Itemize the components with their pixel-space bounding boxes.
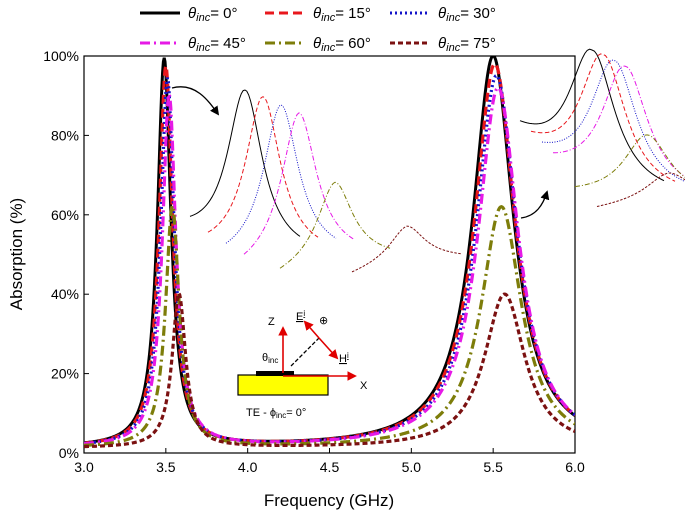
series-line-4 bbox=[84, 200, 575, 447]
y-axis-label: Absorption (%) bbox=[7, 198, 26, 310]
x-tick-label: 4.0 bbox=[238, 459, 258, 475]
legend-label-4: θinc= 60° bbox=[313, 35, 371, 54]
y-tick-label: 0% bbox=[59, 445, 79, 461]
callout-arrow-peak-1 bbox=[171, 86, 220, 116]
x-tick-label: 4.5 bbox=[320, 459, 340, 475]
legend-label-1: θinc= 15° bbox=[313, 5, 371, 24]
zoom1-series-line-1 bbox=[207, 96, 319, 238]
legend-label-2: θinc= 30° bbox=[438, 5, 496, 24]
x-tick-label: 6.0 bbox=[565, 459, 585, 475]
legend-label-0: θinc= 0° bbox=[188, 5, 237, 24]
theta-label: θinc bbox=[262, 352, 278, 365]
zoom1-series-line-4 bbox=[279, 181, 391, 269]
zoom1-series-line-3 bbox=[243, 112, 355, 255]
k-vector-arrow bbox=[318, 337, 339, 360]
zoom2-series-line-0 bbox=[519, 48, 665, 182]
zoom2-series-line-1 bbox=[530, 53, 676, 182]
e-field-arrow bbox=[303, 320, 320, 339]
x-tick-label: 3.5 bbox=[156, 459, 176, 475]
legend: θinc= 0° θinc= 15° θinc= 30° θinc= 45° θinc=… bbox=[140, 5, 496, 54]
zoom-inset-peak-2 bbox=[519, 48, 685, 208]
zoom2-series-line-5 bbox=[596, 172, 685, 208]
zoom2-series-line-3 bbox=[552, 65, 685, 178]
series-line-3 bbox=[84, 85, 575, 446]
x-tick-label: 5.5 bbox=[483, 459, 503, 475]
zoom-inset-peak-1 bbox=[189, 89, 463, 273]
cross-symbol: ⊕ bbox=[319, 315, 328, 327]
substrate-block bbox=[237, 374, 329, 396]
x-axis-ticks: 3.0 3.5 4.0 4.5 5.0 5.5 6.0 bbox=[74, 448, 585, 475]
zoom2-series-line-2 bbox=[541, 59, 685, 183]
series-line-2 bbox=[84, 73, 575, 446]
callout-arrow-peak-2 bbox=[520, 190, 550, 219]
incidence-diagram: Z X θinc Ei ⊕ Hi TE - ϕinc= 0° bbox=[237, 309, 368, 420]
y-tick-label: 60% bbox=[51, 207, 79, 223]
y-tick-label: 20% bbox=[51, 366, 79, 382]
z-axis-label: Z bbox=[268, 316, 275, 328]
zoom2-series-line-4 bbox=[574, 134, 685, 188]
series-layer bbox=[84, 56, 575, 449]
zoom1-series-line-5 bbox=[351, 225, 463, 273]
y-tick-label: 40% bbox=[51, 286, 79, 302]
h-field-label: Hi bbox=[339, 351, 349, 365]
zoom1-series-line-0 bbox=[189, 89, 301, 237]
y-tick-label: 80% bbox=[51, 127, 79, 143]
legend-label-3: θinc= 45° bbox=[188, 35, 246, 54]
x-tick-label: 3.0 bbox=[74, 459, 94, 475]
legend-label-5: θinc= 75° bbox=[438, 35, 496, 54]
x-axis-inset-label: X bbox=[360, 380, 368, 392]
patch-layer bbox=[256, 371, 294, 376]
x-axis-label: Frequency (GHz) bbox=[264, 491, 394, 510]
zoom1-series-line-2 bbox=[225, 104, 337, 244]
mode-label: TE - ϕinc= 0° bbox=[246, 407, 306, 420]
incidence-ray bbox=[290, 337, 320, 367]
e-field-label: Ei bbox=[296, 309, 305, 323]
series-line-5 bbox=[84, 289, 575, 449]
x-tick-label: 5.0 bbox=[402, 459, 422, 475]
y-tick-label: 100% bbox=[43, 48, 79, 64]
y-axis-ticks: 0% 20% 40% 60% 80% 100% bbox=[43, 48, 89, 461]
